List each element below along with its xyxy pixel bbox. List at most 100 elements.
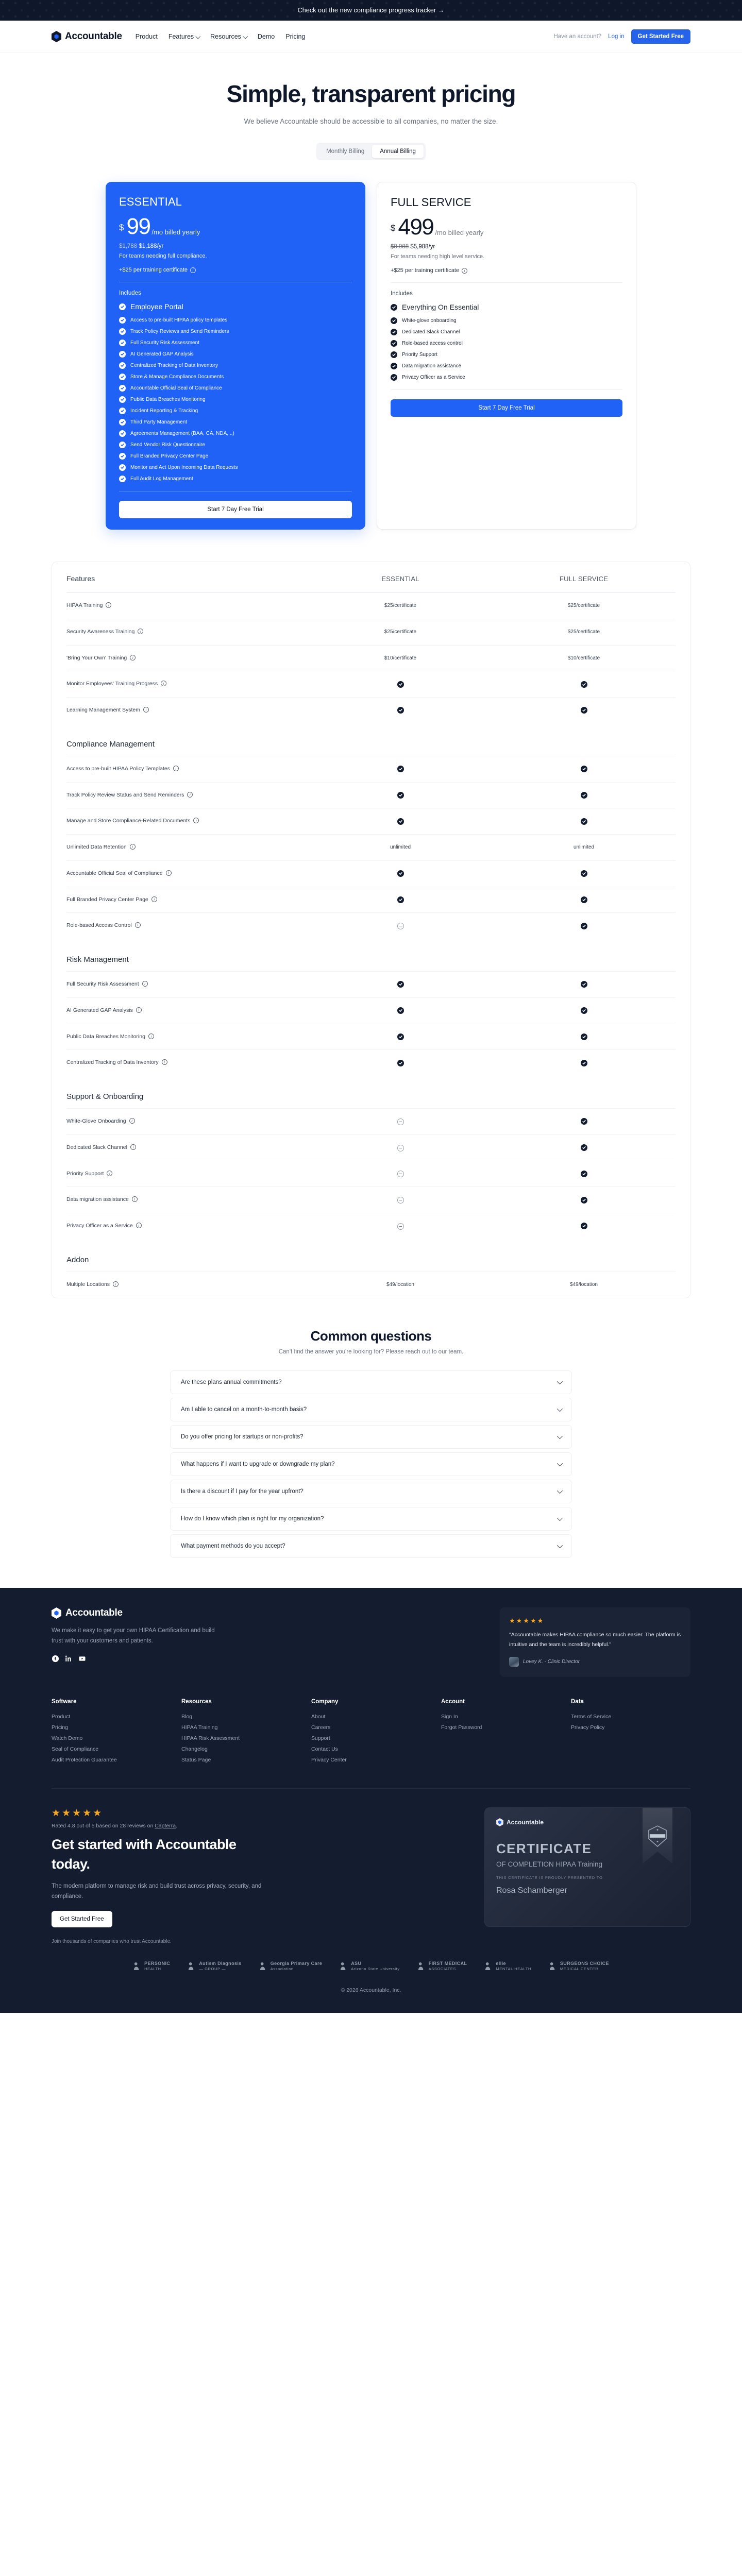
info-icon[interactable]: i bbox=[161, 1059, 167, 1065]
info-icon[interactable]: i bbox=[190, 267, 196, 273]
plan-card-essential: ESSENTIAL $ 99 /mo billed yearly $1,788 … bbox=[106, 182, 365, 530]
info-icon[interactable]: i bbox=[131, 1196, 138, 1202]
capterra-link[interactable]: Capterra bbox=[155, 1823, 176, 1829]
get-started-free-button[interactable]: Get Started Free bbox=[631, 29, 690, 44]
info-icon[interactable]: i bbox=[148, 1033, 154, 1039]
footer-link[interactable]: Contact Us bbox=[311, 1746, 338, 1753]
chevron-down-icon[interactable] bbox=[556, 1542, 563, 1548]
billing-annual-option[interactable]: Annual Billing bbox=[372, 145, 424, 159]
footer-logo[interactable]: Accountable bbox=[52, 1607, 402, 1619]
nav-item-resources[interactable]: Resources bbox=[210, 33, 248, 40]
footer-link[interactable]: Terms of Service bbox=[571, 1714, 612, 1720]
linkedin-icon[interactable] bbox=[65, 1655, 73, 1663]
chevron-down-icon[interactable] bbox=[556, 1405, 563, 1412]
footer-link[interactable]: Blog bbox=[181, 1714, 193, 1720]
info-icon[interactable]: i bbox=[107, 1170, 113, 1176]
footer-link[interactable]: Privacy Center bbox=[311, 1757, 347, 1764]
full-service-value-cell bbox=[492, 1196, 676, 1204]
info-icon[interactable]: i bbox=[187, 791, 193, 798]
check-icon bbox=[391, 329, 397, 336]
cell-value: $49/location bbox=[386, 1282, 414, 1288]
footer-link[interactable]: HIPAA Training bbox=[181, 1724, 218, 1731]
check-icon bbox=[580, 922, 587, 929]
footer-column-title: Company bbox=[311, 1699, 339, 1705]
footer-link[interactable]: Product bbox=[52, 1714, 71, 1720]
faq-question: Is there a discount if I pay for the yea… bbox=[181, 1488, 303, 1495]
footer-link[interactable]: Support bbox=[311, 1735, 330, 1742]
announcement-bar[interactable]: Check out the new compliance progress tr… bbox=[0, 0, 742, 21]
billing-monthly-option[interactable]: Monthly Billing bbox=[318, 145, 372, 158]
faq-item[interactable]: How do I know which plan is right for my… bbox=[170, 1506, 572, 1531]
plan-feature-label: Role-based access control bbox=[402, 341, 463, 347]
info-icon[interactable]: i bbox=[136, 1007, 142, 1013]
nav-item-product[interactable]: Product bbox=[136, 33, 158, 40]
info-icon[interactable]: i bbox=[143, 707, 149, 713]
info-icon[interactable]: i bbox=[129, 844, 136, 850]
chevron-down-icon[interactable] bbox=[556, 1515, 563, 1521]
plan-name: ESSENTIAL bbox=[119, 195, 182, 209]
billing-toggle[interactable]: Monthly Billing Annual Billing bbox=[316, 143, 426, 161]
info-icon[interactable]: i bbox=[165, 870, 172, 876]
info-icon[interactable]: i bbox=[113, 1281, 119, 1287]
youtube-icon[interactable] bbox=[78, 1655, 86, 1663]
facebook-icon[interactable] bbox=[52, 1655, 59, 1663]
info-icon[interactable]: i bbox=[193, 818, 199, 824]
footer-link[interactable]: About bbox=[311, 1714, 326, 1720]
footer-link[interactable]: Forgot Password bbox=[441, 1724, 482, 1731]
testimonial-author: Lovey K. - Clinic Director bbox=[509, 1657, 681, 1667]
info-icon[interactable]: i bbox=[142, 981, 148, 987]
chevron-down-icon[interactable] bbox=[556, 1378, 563, 1384]
info-icon[interactable]: i bbox=[151, 896, 157, 902]
info-icon[interactable]: i bbox=[130, 654, 136, 660]
info-icon[interactable]: i bbox=[161, 681, 167, 687]
plan-feature-label: Third Party Management bbox=[130, 419, 188, 426]
chevron-down-icon[interactable] bbox=[556, 1487, 563, 1494]
footer-link[interactable]: Seal of Compliance bbox=[52, 1746, 99, 1753]
footer-link[interactable]: Watch Demo bbox=[52, 1735, 83, 1742]
check-icon bbox=[397, 1007, 404, 1014]
nav-item-features[interactable]: Features bbox=[168, 33, 201, 40]
chevron-down-icon[interactable] bbox=[556, 1433, 563, 1439]
info-icon[interactable]: i bbox=[129, 1118, 135, 1124]
login-link[interactable]: Log in bbox=[608, 33, 625, 40]
faq-question: What payment methods do you accept? bbox=[181, 1543, 285, 1549]
info-icon[interactable]: i bbox=[134, 922, 141, 928]
footer-get-started-button[interactable]: Get Started Free bbox=[52, 1911, 112, 1928]
nav-item-pricing[interactable]: Pricing bbox=[285, 33, 305, 40]
info-icon[interactable]: i bbox=[106, 602, 112, 608]
customer-logo-text: ASU Arizona State University bbox=[351, 1961, 400, 1972]
footer-column-title: Resources bbox=[181, 1699, 212, 1705]
footer-link[interactable]: Status Page bbox=[181, 1757, 211, 1764]
footer-link[interactable]: Pricing bbox=[52, 1724, 69, 1731]
faq-item[interactable]: Do you offer pricing for startups or non… bbox=[170, 1425, 572, 1449]
info-icon[interactable]: i bbox=[136, 1223, 142, 1229]
info-icon[interactable]: i bbox=[462, 267, 467, 274]
info-icon[interactable]: i bbox=[130, 1144, 136, 1150]
faq-item[interactable]: What happens if I want to upgrade or dow… bbox=[170, 1452, 572, 1476]
start-trial-button-full-service[interactable]: Start 7 Day Free Trial bbox=[391, 399, 622, 417]
customer-logo-subtext: ASSOCIATES bbox=[428, 1967, 457, 1972]
footer-link[interactable]: Audit Protection Guarantee bbox=[52, 1757, 117, 1764]
info-icon[interactable]: i bbox=[173, 765, 179, 771]
faq-item[interactable]: Is there a discount if I pay for the yea… bbox=[170, 1479, 572, 1503]
full-service-value-cell bbox=[492, 870, 676, 877]
chevron-down-icon[interactable] bbox=[556, 1460, 563, 1466]
footer-link[interactable]: Changelog bbox=[181, 1746, 208, 1753]
customer-logo-subtext: MENTAL HEALTH bbox=[496, 1967, 531, 1972]
start-trial-button-essential[interactable]: Start 7 Day Free Trial bbox=[119, 501, 352, 519]
faq-item[interactable]: Are these plans annual commitments? bbox=[170, 1370, 572, 1394]
footer-link[interactable]: Sign In bbox=[441, 1714, 458, 1720]
price-period: /mo billed yearly bbox=[151, 228, 200, 236]
brand-logo[interactable]: Accountable bbox=[52, 31, 122, 42]
nav-item-demo[interactable]: Demo bbox=[258, 33, 275, 40]
footer-link[interactable]: HIPAA Risk Assessment bbox=[181, 1735, 240, 1742]
footer-link[interactable]: Privacy Policy bbox=[571, 1724, 605, 1731]
faq-item[interactable]: What payment methods do you accept? bbox=[170, 1534, 572, 1558]
info-icon[interactable]: i bbox=[138, 628, 144, 634]
plan-feature-label: White-glove onboarding bbox=[402, 318, 457, 324]
footer-join-line: Join thousands of companies who trust Ac… bbox=[52, 1939, 172, 1945]
footer-column-title: Software bbox=[52, 1699, 77, 1705]
footer-link[interactable]: Careers bbox=[311, 1724, 331, 1731]
faq-item[interactable]: Am I able to cancel on a month-to-month … bbox=[170, 1397, 572, 1421]
feature-label: Monitor Employees' Training Progress bbox=[66, 681, 158, 687]
